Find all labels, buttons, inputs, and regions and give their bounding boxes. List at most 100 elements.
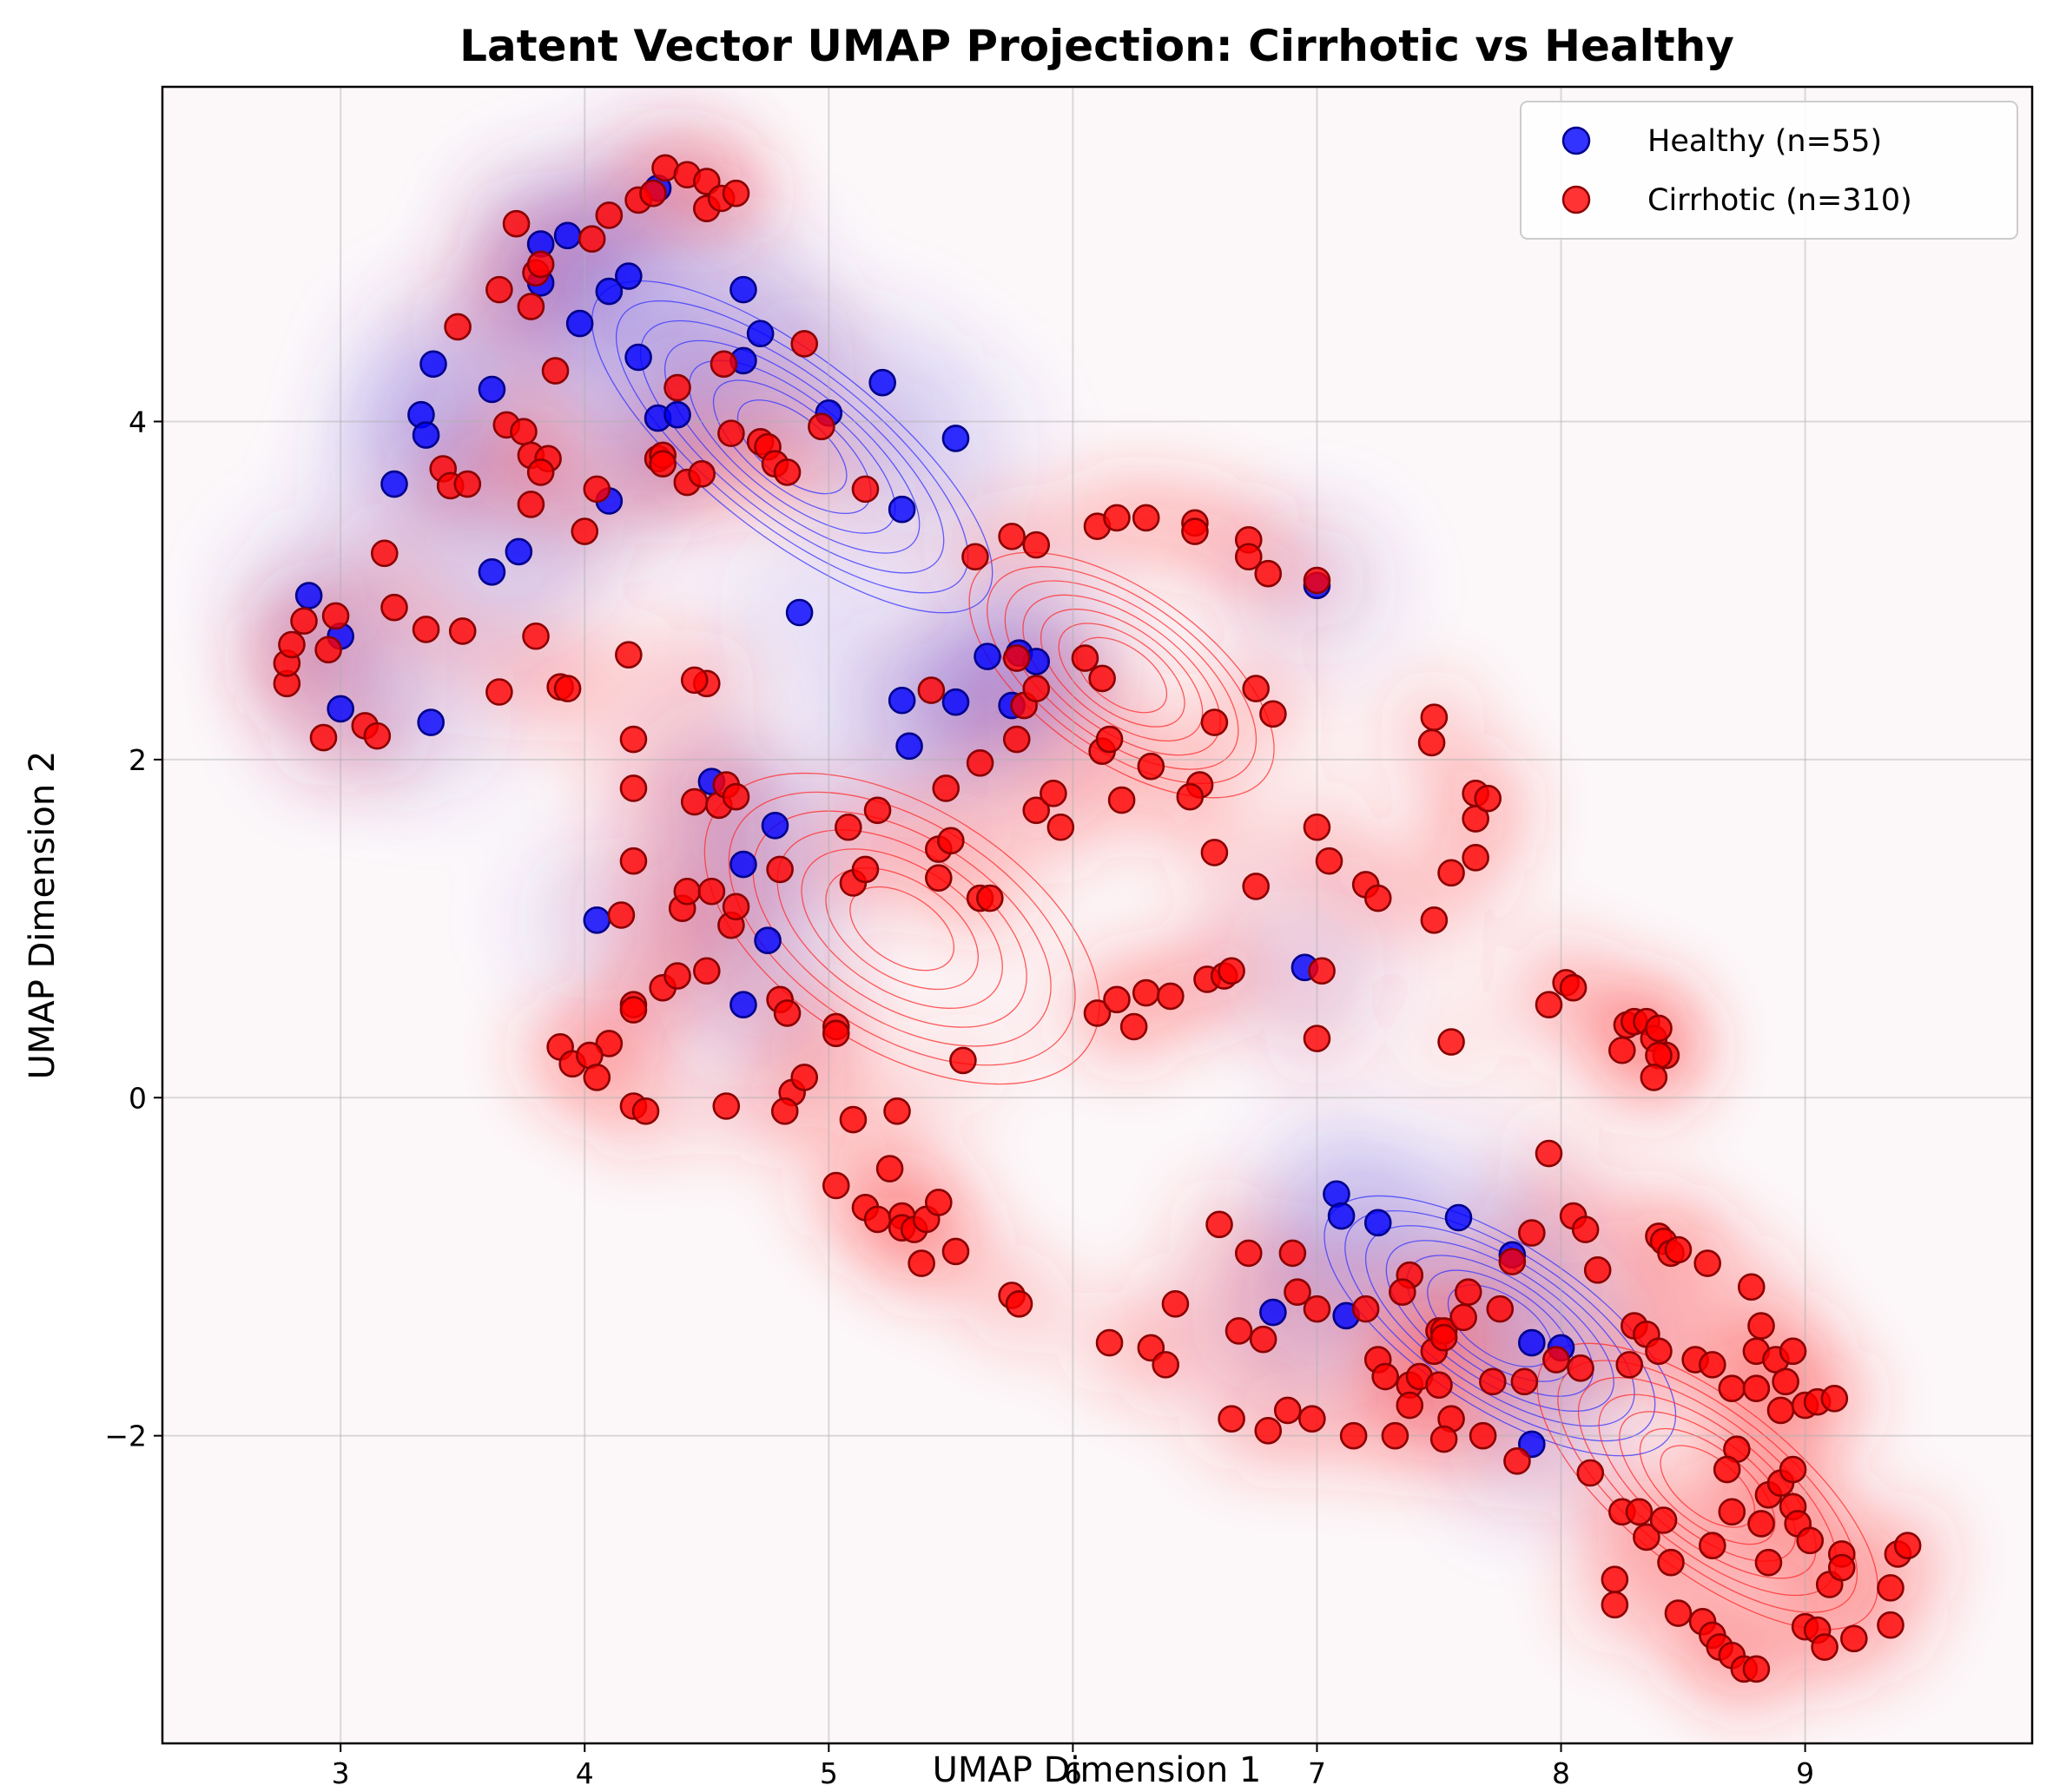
data-point	[1425, 1371, 1453, 1400]
chart-title: Latent Vector UMAP Projection: Cirrhotic…	[459, 21, 1734, 71]
data-point	[722, 782, 750, 811]
data-point	[1633, 1523, 1660, 1552]
x-tick-label: 9	[1796, 1756, 1814, 1790]
data-point	[761, 812, 789, 840]
data-point	[1615, 1351, 1644, 1379]
data-point	[412, 616, 440, 643]
data-point	[785, 598, 814, 627]
data-point	[1284, 1278, 1311, 1306]
data-point	[1002, 725, 1031, 754]
contour-cirrhotic	[1557, 1360, 1858, 1613]
data-point	[875, 1155, 904, 1183]
data-point	[692, 957, 721, 985]
data-point	[1363, 884, 1392, 912]
data-point	[941, 425, 970, 452]
series-cirrhotic	[273, 154, 1922, 1683]
data-point	[1046, 813, 1075, 841]
data-point	[578, 225, 606, 254]
data-point	[717, 419, 745, 447]
data-point	[1429, 1425, 1458, 1453]
data-point	[1242, 873, 1270, 900]
legend-label-healthy: Healthy (n=55)	[1647, 124, 1882, 159]
data-point	[309, 723, 338, 752]
data-point	[1249, 1325, 1277, 1354]
data-point	[363, 721, 392, 750]
y-axis-label: UMAP Dimension 2	[23, 751, 63, 1080]
data-point	[697, 877, 726, 906]
data-point	[888, 495, 916, 524]
data-point	[712, 1092, 741, 1120]
data-point	[863, 1205, 892, 1234]
legend: Healthy (n=55) Cirrhotic (n=310)	[1520, 101, 2018, 240]
data-point	[1754, 1548, 1783, 1577]
data-point	[1157, 982, 1185, 1011]
data-point	[1571, 1216, 1600, 1243]
data-point	[505, 537, 533, 566]
data-point	[1657, 1548, 1685, 1577]
contour-cirrhotic	[1022, 594, 1221, 756]
data-point	[1273, 1396, 1302, 1425]
data-point	[321, 602, 350, 630]
data-point	[1454, 1278, 1482, 1306]
data-point	[790, 1064, 819, 1091]
axis-ticks: 3 4 5 6 7 8 9 −2 0 2 4	[104, 405, 1814, 1790]
y-tick-label: 4	[129, 405, 147, 438]
data-point	[746, 320, 775, 348]
data-point	[1469, 1421, 1497, 1450]
data-point	[895, 732, 923, 761]
data-point	[327, 695, 354, 723]
x-tick-label: 5	[820, 1756, 838, 1790]
data-point	[754, 926, 782, 955]
data-point	[1351, 1295, 1380, 1323]
data-point	[1742, 1655, 1771, 1683]
data-point	[624, 343, 652, 372]
data-point	[444, 313, 472, 341]
data-point	[380, 593, 408, 622]
data-point	[1234, 543, 1263, 571]
data-point	[1437, 1028, 1465, 1056]
data-point	[1747, 1312, 1775, 1340]
data-point	[1601, 1565, 1629, 1593]
data-point	[1766, 1396, 1795, 1425]
data-point	[1242, 675, 1270, 702]
data-point	[526, 458, 555, 486]
data-point	[619, 996, 648, 1024]
data-point	[448, 617, 477, 645]
data-point	[1664, 1599, 1693, 1627]
data-point	[595, 201, 624, 229]
data-point	[1510, 1367, 1539, 1396]
data-point	[888, 686, 916, 715]
data-point	[1254, 1417, 1283, 1445]
data-point	[883, 1097, 911, 1125]
data-point	[822, 1019, 850, 1048]
data-point	[729, 991, 757, 1018]
data-point	[380, 470, 408, 498]
data-point	[941, 688, 970, 716]
data-point	[1737, 1273, 1766, 1301]
data-point	[917, 676, 946, 704]
data-point	[998, 523, 1026, 550]
x-tick-label: 7	[1308, 1756, 1326, 1790]
data-point	[941, 1237, 970, 1266]
data-point	[1779, 1337, 1807, 1366]
data-point	[1479, 1367, 1507, 1396]
data-point	[517, 491, 545, 518]
data-point	[976, 884, 1004, 912]
data-point	[925, 1189, 953, 1216]
data-point	[663, 962, 691, 990]
data-point	[680, 787, 709, 816]
data-point	[1608, 1036, 1636, 1064]
data-point	[1259, 1298, 1287, 1327]
data-point	[1323, 1180, 1350, 1209]
data-point	[1559, 973, 1588, 1002]
y-tick-label: 2	[129, 743, 147, 777]
data-point	[908, 1249, 935, 1277]
data-point	[1718, 1374, 1746, 1402]
data-point	[925, 864, 953, 892]
contour-healthy	[639, 320, 945, 574]
x-tick-label: 4	[576, 1756, 594, 1790]
x-tick-label: 6	[1064, 1756, 1082, 1790]
data-point	[1664, 1235, 1693, 1264]
x-axis-label: UMAP Dimension 1	[933, 1750, 1262, 1790]
data-point	[595, 277, 624, 306]
